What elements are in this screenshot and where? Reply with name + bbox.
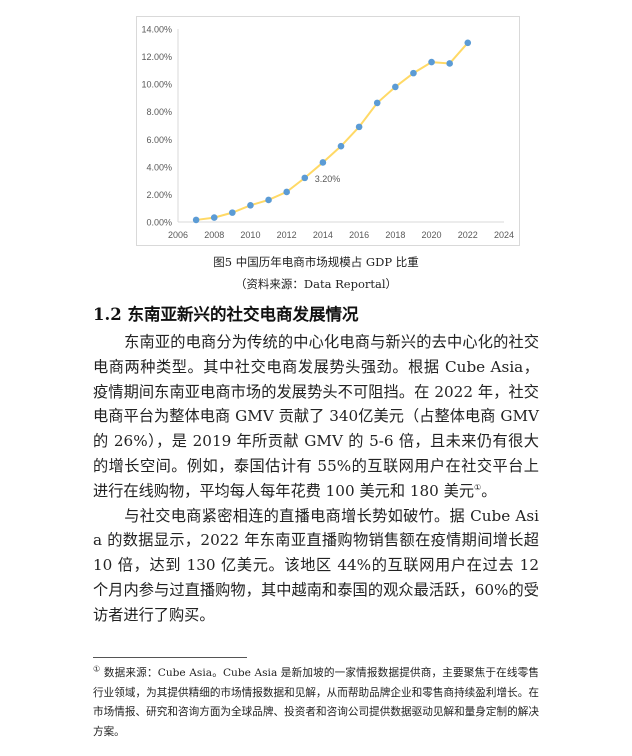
data-point xyxy=(283,188,290,196)
x-tick-label: 2014 xyxy=(313,230,333,240)
section-body: 1.2 东南亚新兴的社交电商发展情况 东南亚的电商分为传统的中心化电商与新兴的去… xyxy=(93,292,539,628)
paragraph-1: 东南亚的电商分为传统的中心化电商与新兴的去中心化的社交电商两种类型。其中社交电商… xyxy=(93,330,539,504)
data-point xyxy=(301,174,309,182)
data-point xyxy=(464,39,472,47)
x-tick-label: 2010 xyxy=(240,230,260,240)
data-point xyxy=(229,209,236,216)
footnote: ① 数据来源：Cube Asia。Cube Asia 是新加坡的一家情报数据提供… xyxy=(93,664,539,742)
data-point xyxy=(337,142,345,150)
y-tick-label: 12.00% xyxy=(141,52,172,62)
line-chart: 0.00% 2.00% 4.00% 6.00% 8.00% 10.00% 12.00% 14.… xyxy=(141,25,514,241)
x-tick-label: 2022 xyxy=(458,230,478,240)
footnote-divider xyxy=(93,657,247,658)
data-point xyxy=(410,69,417,77)
period: 。 xyxy=(481,481,497,500)
chart-figure: 0.00% 2.00% 4.00% 6.00% 8.00% 10.00% 12.00% 14.… xyxy=(136,16,520,246)
x-tick-label: 2020 xyxy=(422,230,442,240)
x-tick-label: 2006 xyxy=(168,230,188,240)
x-tick-label: 2016 xyxy=(349,230,369,240)
x-tick-label: 2008 xyxy=(204,230,224,240)
series-line xyxy=(195,42,469,221)
data-point xyxy=(428,58,435,66)
footnote-ref[interactable]: ① xyxy=(474,482,482,492)
y-tick-label: 2.00% xyxy=(146,190,172,200)
footnote-marker: ① xyxy=(93,664,101,674)
data-point xyxy=(319,159,327,166)
y-tick-label: 8.00% xyxy=(146,107,172,117)
section-heading: 1.2 东南亚新兴的社交电商发展情况 xyxy=(93,305,359,324)
data-point xyxy=(373,99,381,107)
figure-caption: 图5 中国历年电商市场规模占 GDP 比重 xyxy=(213,255,419,269)
data-point xyxy=(355,123,363,131)
figure-source: （资料来源：Data Reportal） xyxy=(234,277,398,291)
data-label: 3.20% xyxy=(315,174,341,184)
data-point xyxy=(392,83,399,91)
y-tick-label: 10.00% xyxy=(141,80,172,90)
y-tick-label: 0.00% xyxy=(146,218,172,228)
x-tick-label: 2018 xyxy=(385,230,405,240)
x-tick-label: 2024 xyxy=(494,230,514,240)
paragraph-2: 与社交电商紧密相连的直播电商增长势如破竹。据 Cube Asia 的数据显示，2… xyxy=(93,504,539,628)
paragraph-2-text: 与社交电商紧密相连的直播电商增长势如破竹。据 Cube Asia 的数据显示，2… xyxy=(93,506,539,624)
data-point xyxy=(446,60,453,67)
x-tick-label: 2012 xyxy=(277,230,297,240)
data-point xyxy=(210,214,218,221)
y-tick-label: 6.00% xyxy=(146,135,172,145)
data-point xyxy=(265,196,272,204)
y-tick-label: 4.00% xyxy=(146,162,172,172)
footnote-text: 数据来源：Cube Asia。Cube Asia 是新加坡的一家情报数据提供商，… xyxy=(93,667,539,738)
data-point xyxy=(247,202,254,209)
y-tick-label: 14.00% xyxy=(141,25,172,35)
footnote-area: ① 数据来源：Cube Asia。Cube Asia 是新加坡的一家情报数据提供… xyxy=(93,637,539,742)
data-point xyxy=(192,216,200,224)
paragraph-1-text: 东南亚的电商分为传统的中心化电商与新兴的去中心化的社交电商两种类型。其中社交电商… xyxy=(93,333,539,500)
